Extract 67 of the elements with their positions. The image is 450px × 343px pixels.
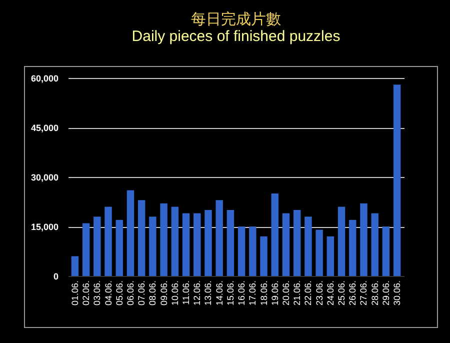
- x-tick-label: 26.06.: [348, 280, 358, 306]
- y-tick-label: 60,000: [30, 74, 58, 84]
- x-tick-label: 16.06.: [236, 280, 247, 306]
- bar: [293, 210, 301, 276]
- x-tick-label: 27.06.: [358, 280, 369, 306]
- x-tick-label: 14.06.: [214, 280, 224, 306]
- bar: [171, 206, 179, 276]
- bar: [382, 226, 390, 276]
- x-tick-label: 12.06.: [192, 280, 202, 306]
- x-tick-label: 07.06.: [136, 280, 147, 306]
- bar: [94, 216, 101, 276]
- bar: [326, 236, 334, 276]
- y-tick-label: 0: [53, 272, 58, 282]
- x-tick-label: 03.06.: [92, 280, 102, 306]
- x-tick-label: 17.06.: [248, 280, 258, 306]
- x-tick-label: 30.06.: [392, 280, 402, 306]
- x-tick-label: 24.06.: [325, 280, 336, 306]
- bar: [204, 210, 212, 276]
- bar: [216, 200, 223, 276]
- y-tick-label: 45,000: [30, 123, 58, 133]
- y-tick-label: 15,000: [30, 222, 58, 232]
- x-tick-label: 04.06.: [103, 280, 114, 306]
- bar: [393, 84, 401, 276]
- bar: [338, 206, 346, 276]
- bar: [82, 223, 90, 276]
- bar: [304, 216, 312, 276]
- bar: [116, 220, 123, 276]
- chart-title: 每日完成片數: [191, 10, 281, 28]
- bar: [182, 213, 190, 276]
- bar: [238, 226, 246, 276]
- bar: [160, 203, 168, 276]
- bar: [260, 236, 268, 276]
- x-tick-label: 20.06.: [280, 280, 291, 306]
- x-tick-label: 22.06.: [303, 280, 314, 306]
- x-tick-label: 23.06.: [314, 280, 324, 306]
- bar: [282, 213, 290, 276]
- bar: [194, 213, 201, 276]
- bar: [349, 220, 356, 276]
- x-tick-label: 19.06.: [270, 280, 280, 306]
- chart-subtitle: Daily pieces of finished puzzles: [132, 28, 340, 45]
- x-tick-label: 10.06.: [170, 280, 180, 306]
- bar: [249, 226, 256, 276]
- bar: [360, 203, 368, 276]
- bar: [316, 230, 323, 276]
- x-tick-label: 13.06.: [203, 280, 214, 306]
- x-tick-label: 29.06.: [380, 280, 391, 306]
- bar: [149, 216, 156, 276]
- x-tick-label: 15.06.: [225, 280, 236, 306]
- bar: [126, 190, 134, 276]
- x-tick-label: 06.06.: [125, 280, 136, 306]
- x-tick-label: 01.06.: [70, 280, 80, 306]
- x-tick-label: 25.06.: [336, 280, 347, 306]
- bar: [138, 200, 146, 276]
- x-tick-label: 09.06.: [158, 280, 169, 306]
- bar: [226, 210, 234, 276]
- x-tick-label: 28.06.: [370, 280, 380, 306]
- x-tick-label: 21.06.: [292, 280, 302, 306]
- bar: [104, 206, 112, 276]
- x-tick-label: 05.06.: [114, 280, 124, 306]
- bar: [71, 256, 79, 276]
- bar: [271, 194, 278, 276]
- x-tick-label: 18.06.: [258, 280, 269, 306]
- y-tick-label: 30,000: [30, 172, 58, 182]
- x-tick-label: 08.06.: [148, 280, 158, 306]
- x-tick-label: 02.06.: [81, 280, 92, 306]
- x-tick-label: 11.06.: [181, 280, 192, 305]
- bar: [371, 213, 378, 276]
